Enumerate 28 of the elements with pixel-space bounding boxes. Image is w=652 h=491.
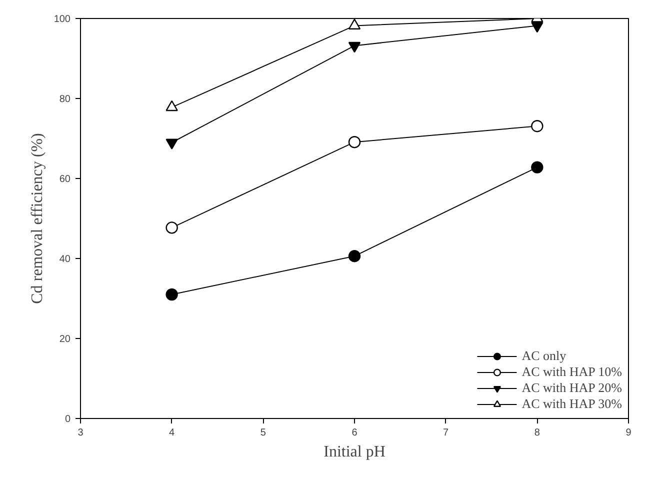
point: [166, 138, 178, 150]
x-tick-label: 6: [352, 428, 358, 438]
point: [348, 250, 361, 262]
y-tick-label: 80: [59, 94, 71, 105]
y-tick-label: 60: [59, 174, 71, 185]
x-axis-title: Initial pH: [324, 444, 386, 460]
y-tick-label: 40: [59, 254, 71, 265]
point: [348, 136, 361, 148]
y-tick-label: 100: [54, 14, 71, 25]
x-tick-label: 8: [534, 428, 540, 438]
x-tick-label: 5: [260, 428, 266, 438]
x-tick-label: 4: [169, 428, 176, 438]
point: [166, 222, 178, 234]
x-tick-label: 7: [443, 428, 450, 438]
y-tick-label: 0: [64, 414, 71, 425]
point: [348, 42, 361, 53]
legend-label: AC with HAP 20%: [522, 380, 622, 396]
point: [531, 22, 544, 33]
y-axis-title: Cd removal efficiency (%): [28, 133, 46, 304]
point: [531, 120, 544, 132]
y-tick-label: 20: [59, 334, 71, 345]
x-tick-label: 9: [626, 428, 632, 438]
point: [531, 161, 544, 174]
point: [166, 288, 178, 301]
legend-label: AC only: [522, 348, 566, 364]
legend-label: AC with HAP 30%: [522, 396, 622, 412]
x-tick-label: 3: [78, 428, 84, 438]
legend-label: AC with HAP 10%: [522, 364, 622, 380]
